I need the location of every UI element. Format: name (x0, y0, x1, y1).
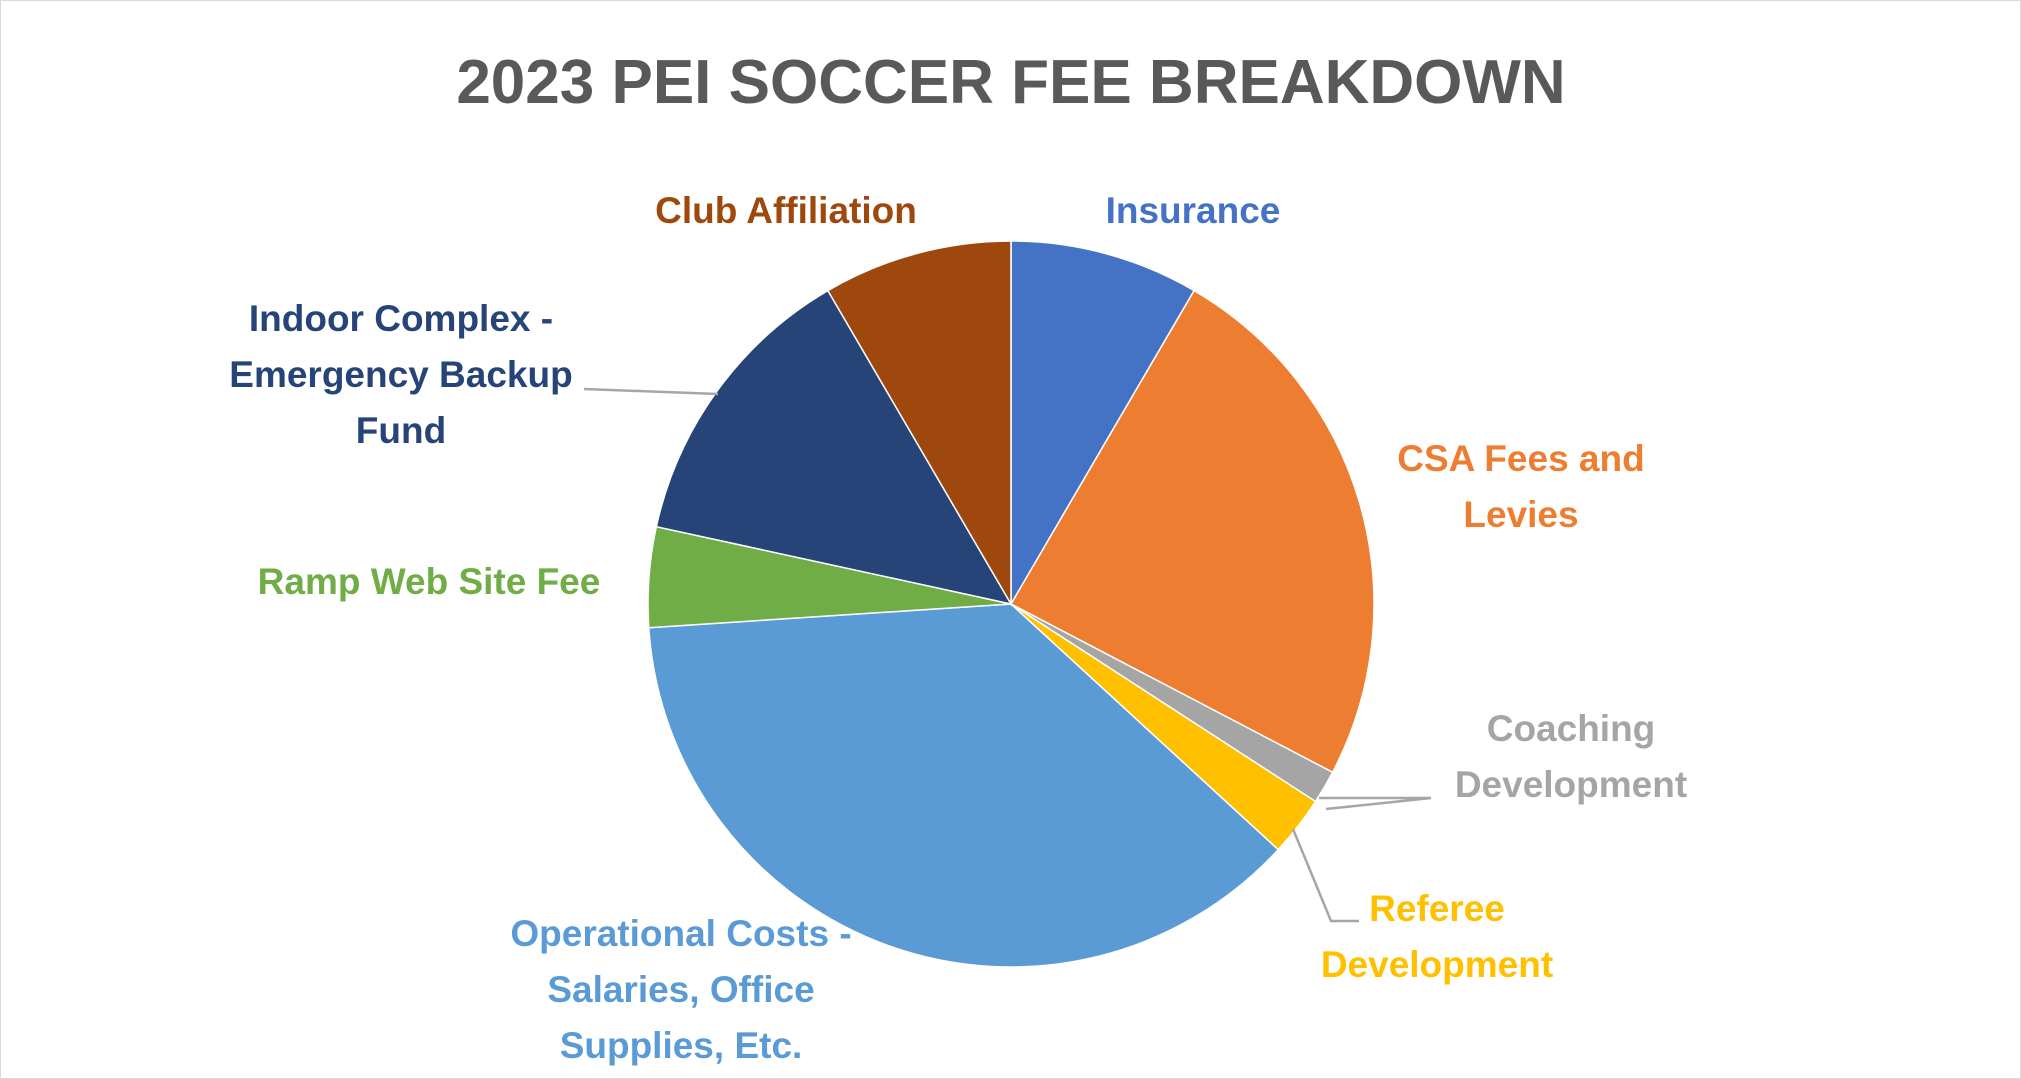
slice-label-ramp-web-site-fee: Ramp Web Site Fee (258, 561, 601, 602)
pie-slice-operational-costs-salaries-office-supplies-etc (647, 603, 1280, 968)
leader-lines (583, 387, 1432, 923)
slice-label-csa-fees-and-levies: CSA Fees and Levies (1397, 438, 1644, 535)
slice-label-indoor-complex-emergency-backup-fund: Indoor Complex -Emergency Backup Fund (229, 298, 572, 451)
chart-title: 2023 PEI SOCCER FEE BREAKDOWN (456, 48, 1565, 117)
pie-slice-insurance (1010, 240, 1196, 607)
pie-slice-indoor-complex-emergency-backup-fund (655, 289, 1013, 606)
slice-label-insurance: Insurance (1106, 190, 1281, 231)
slice-label-operational-costs-salaries-office-supplies-etc: Operational Costs -Salaries, Office Suppl… (510, 913, 851, 1066)
slice-labels: Insurance CSA Fees and Levies Coaching Devel… (229, 190, 1687, 1066)
pie-slices (647, 240, 1375, 968)
slice-label-coaching-development: Coaching Development (1455, 708, 1687, 805)
leader-line-referee-development (1291, 828, 1359, 923)
slice-label-referee-development: Referee Development (1321, 888, 1553, 985)
leader-line-coaching-development (1319, 796, 1432, 811)
leader-line-indoor-complex-emergency-backup-fund (583, 387, 719, 396)
pie-slice-club-affiliation (826, 240, 1012, 607)
slice-label-club-affiliation: Club Affiliation (655, 190, 917, 231)
pie-slice-csa-fees-and-levies (1009, 289, 1375, 774)
